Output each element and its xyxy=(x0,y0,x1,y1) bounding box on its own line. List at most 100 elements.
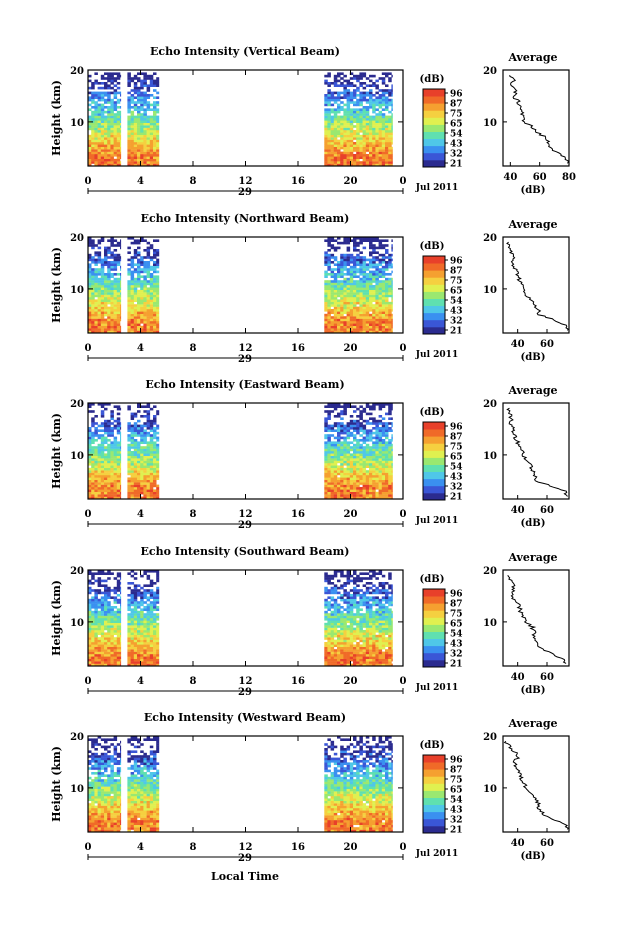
heatmap-cell xyxy=(110,496,114,500)
heatmap-cell xyxy=(94,475,98,478)
heatmap-cell xyxy=(356,130,360,133)
colorbar-tick-label: 21 xyxy=(450,327,463,337)
heatmap-cell xyxy=(133,84,138,87)
heatmap-cell xyxy=(330,110,335,114)
heatmap-cell xyxy=(340,108,344,111)
heatmap-cell xyxy=(116,451,121,454)
heatmap-cell xyxy=(116,484,121,488)
heatmap-cell xyxy=(327,439,331,442)
heatmap-cell xyxy=(116,110,121,114)
heatmap-cell xyxy=(107,451,111,454)
heatmap-cell xyxy=(375,101,379,104)
heatmap-cell xyxy=(156,156,160,159)
heatmap-cell xyxy=(127,98,131,102)
heatmap-cell xyxy=(133,82,138,85)
heatmap-cell xyxy=(375,263,379,266)
heatmap-cell xyxy=(104,465,108,468)
heatmap-cell xyxy=(146,651,151,655)
heatmap-cell xyxy=(365,118,370,121)
heatmap-cell xyxy=(327,415,331,418)
heatmap-cell xyxy=(362,439,367,442)
heatmap-cell xyxy=(343,294,347,298)
heatmap-cell xyxy=(91,489,95,492)
heatmap-cell xyxy=(381,77,386,80)
heatmap-cell xyxy=(324,455,328,459)
heatmap-cell xyxy=(100,608,105,611)
heatmap-cell xyxy=(107,646,111,650)
heatmap-cell xyxy=(327,487,331,490)
heatmap-cell xyxy=(381,460,386,464)
heatmap-cell xyxy=(107,572,111,575)
heatmap-cell xyxy=(127,470,131,473)
heatmap-cell xyxy=(113,118,118,121)
heatmap-cell xyxy=(107,419,111,423)
heatmap-cell xyxy=(88,446,92,449)
heatmap-cell xyxy=(153,642,157,645)
heatmap-cell xyxy=(149,475,154,478)
heatmap-cell xyxy=(353,321,357,324)
heatmap-cell xyxy=(337,158,341,162)
heatmap-cell xyxy=(107,448,111,452)
heatmap-cell xyxy=(156,149,160,152)
heatmap-cell xyxy=(140,455,144,459)
heatmap-cell xyxy=(330,443,335,447)
heatmap-cell xyxy=(107,472,111,476)
heatmap-cell xyxy=(324,139,328,143)
heatmap-cell xyxy=(324,304,328,307)
heatmap-cell xyxy=(372,482,376,485)
heatmap-cell xyxy=(140,151,144,155)
heatmap-cell xyxy=(327,463,331,466)
heatmap-cell xyxy=(333,443,338,447)
heatmap-cell xyxy=(107,120,111,123)
average-title: Average xyxy=(507,51,557,64)
heatmap-cell xyxy=(116,458,121,461)
heatmap-cell xyxy=(94,663,98,667)
heatmap-cell xyxy=(385,146,389,150)
heatmap-cell xyxy=(140,484,144,488)
heatmap-cell xyxy=(130,625,135,628)
heatmap-cell xyxy=(140,156,144,159)
heatmap-cell xyxy=(330,299,335,302)
heatmap-cell xyxy=(353,299,357,302)
heatmap-cell xyxy=(97,458,102,461)
heatmap-cell xyxy=(346,297,351,300)
heatmap-cell xyxy=(143,321,147,324)
heatmap-cell xyxy=(127,472,131,476)
heatmap-cell xyxy=(333,108,338,111)
heatmap-cell xyxy=(113,625,118,628)
heatmap-cell xyxy=(391,86,393,90)
heatmap-cell xyxy=(356,149,360,152)
heatmap-cell xyxy=(140,139,144,143)
heatmap-cell xyxy=(156,158,160,162)
heatmap-cell xyxy=(113,77,118,80)
heatmap-cell xyxy=(110,625,114,628)
heatmap-cell xyxy=(116,419,121,423)
heatmap-cell xyxy=(324,306,328,310)
heatmap-cell xyxy=(324,82,328,85)
heatmap-cell xyxy=(369,149,373,152)
heatmap-cell xyxy=(143,431,147,435)
heatmap-cell xyxy=(369,446,373,449)
heatmap-cell xyxy=(120,589,122,592)
colorbar-band xyxy=(423,96,445,104)
heatmap-cell xyxy=(120,106,122,109)
heatmap-cell xyxy=(327,316,331,319)
heatmap-cell xyxy=(100,158,105,162)
heatmap-cell xyxy=(143,436,147,440)
heatmap-cell xyxy=(100,289,105,293)
heatmap-cell xyxy=(116,598,121,602)
heatmap-cell xyxy=(381,261,386,264)
heatmap-cell xyxy=(362,82,367,85)
heatmap-cell xyxy=(149,663,154,667)
heatmap-cell xyxy=(110,120,114,123)
heatmap-cell xyxy=(107,570,111,573)
heatmap-cell xyxy=(130,292,135,295)
heatmap-cell xyxy=(340,91,344,95)
heatmap-cell xyxy=(365,237,370,240)
heatmap-cell xyxy=(153,101,157,104)
heatmap-cell xyxy=(133,241,138,245)
heatmap-cell xyxy=(356,118,360,121)
heatmap-cell xyxy=(372,94,376,97)
heatmap-cell xyxy=(149,103,154,107)
heatmap-cell xyxy=(153,139,157,143)
